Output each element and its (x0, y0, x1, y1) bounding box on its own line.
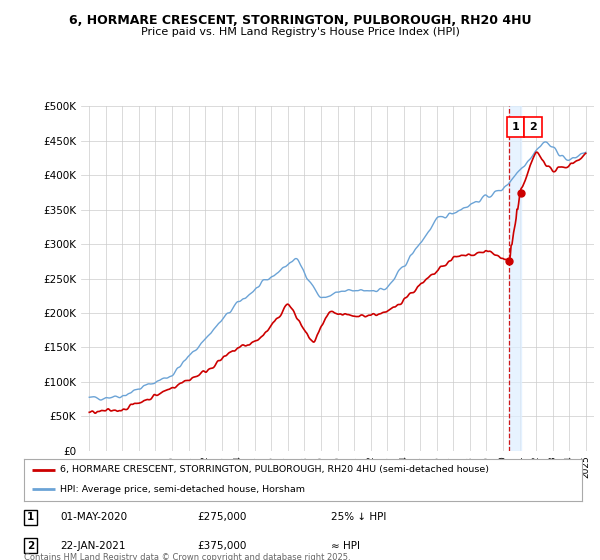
Text: HPI: Average price, semi-detached house, Horsham: HPI: Average price, semi-detached house,… (60, 485, 305, 494)
Bar (509, 106, 521, 451)
Text: 01-MAY-2020: 01-MAY-2020 (60, 512, 127, 522)
FancyBboxPatch shape (524, 116, 542, 137)
Text: 1: 1 (512, 122, 520, 132)
Text: Contains HM Land Registry data © Crown copyright and database right 2025.
This d: Contains HM Land Registry data © Crown c… (24, 553, 350, 560)
Text: Price paid vs. HM Land Registry's House Price Index (HPI): Price paid vs. HM Land Registry's House … (140, 27, 460, 37)
Text: £275,000: £275,000 (197, 512, 247, 522)
Text: 6, HORMARE CRESCENT, STORRINGTON, PULBOROUGH, RH20 4HU: 6, HORMARE CRESCENT, STORRINGTON, PULBOR… (69, 14, 531, 27)
Text: ≈ HPI: ≈ HPI (331, 541, 360, 550)
Text: 6, HORMARE CRESCENT, STORRINGTON, PULBOROUGH, RH20 4HU (semi-detached house): 6, HORMARE CRESCENT, STORRINGTON, PULBOR… (60, 465, 489, 474)
Text: 25% ↓ HPI: 25% ↓ HPI (331, 512, 386, 522)
FancyBboxPatch shape (506, 116, 524, 137)
Text: 22-JAN-2021: 22-JAN-2021 (60, 541, 126, 550)
Text: £375,000: £375,000 (197, 541, 247, 550)
Text: 2: 2 (530, 122, 538, 132)
Text: 1: 1 (27, 512, 34, 522)
Text: 2: 2 (27, 541, 34, 550)
